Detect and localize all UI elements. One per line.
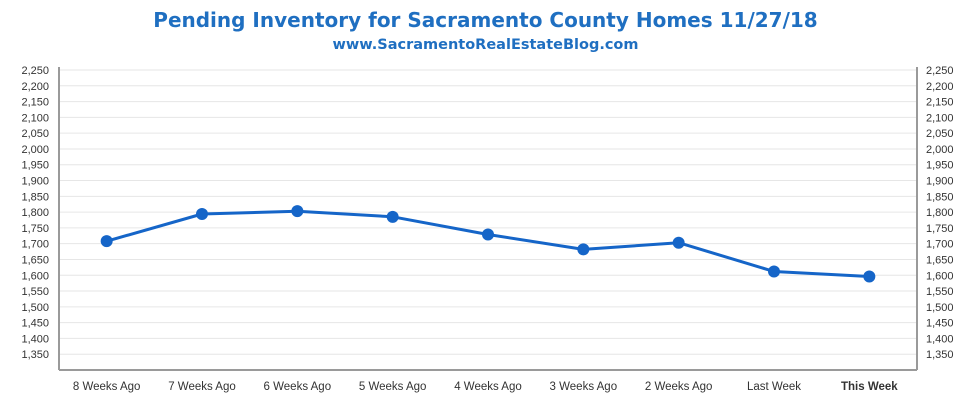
x-tick-label: 3 Weeks Ago	[550, 381, 618, 393]
x-tick-label: 2 Weeks Ago	[645, 381, 713, 393]
x-tick-label: 6 Weeks Ago	[264, 381, 332, 393]
y-tick-label-right: 1,700	[926, 239, 954, 251]
data-point	[386, 210, 399, 223]
data-point	[768, 265, 780, 278]
y-tick-label-right: 2,000	[926, 144, 954, 156]
y-tick-label-left: 1,800	[21, 207, 49, 219]
x-tick-label: 8 Weeks Ago	[73, 381, 141, 393]
y-tick-label-right: 2,150	[926, 97, 954, 109]
y-tick-label-right: 2,250	[926, 65, 954, 77]
x-tick-label: 7 Weeks Ago	[168, 381, 236, 393]
chart-subtitle: www.SacramentoRealEstateBlog.com	[332, 37, 639, 53]
y-tick-label-left: 2,200	[21, 81, 49, 93]
y-tick-label-left: 1,750	[21, 223, 49, 235]
y-tick-label-left: 2,050	[21, 128, 49, 140]
data-point	[196, 208, 208, 220]
y-tick-label-left: 1,650	[21, 254, 49, 266]
y-tick-label-left: 1,900	[21, 176, 49, 188]
y-tick-label-right: 1,400	[926, 333, 954, 345]
y-tick-label-right: 1,350	[926, 349, 954, 361]
y-tick-label-right: 1,850	[926, 191, 954, 203]
y-tick-label-left: 1,600	[21, 270, 49, 282]
x-tick-label: Last Week	[747, 381, 801, 393]
data-point	[482, 228, 494, 241]
data-point	[100, 235, 113, 248]
y-tick-label-right: 1,800	[926, 207, 954, 219]
data-point	[863, 270, 876, 283]
data-point	[672, 236, 685, 249]
y-tick-label-right: 1,650	[926, 254, 954, 266]
y-tick-label-right: 1,750	[926, 223, 954, 235]
data-point	[577, 243, 590, 256]
y-tick-label-right: 1,600	[926, 270, 954, 282]
y-tick-label-right: 2,100	[926, 112, 954, 124]
y-tick-label-right: 1,900	[926, 176, 954, 188]
chart-title: Pending Inventory for Sacramento County …	[153, 8, 818, 32]
x-tick-label: This Week	[841, 381, 898, 393]
x-tick-label: 5 Weeks Ago	[359, 381, 427, 393]
y-tick-label-left: 1,500	[21, 302, 49, 314]
x-tick-label: 4 Weeks Ago	[454, 381, 522, 393]
y-tick-label-right: 1,950	[926, 160, 954, 172]
y-tick-label-right: 1,500	[926, 302, 954, 314]
y-tick-label-left: 1,850	[21, 191, 49, 203]
y-tick-label-left: 1,400	[21, 333, 49, 345]
y-tick-label-left: 1,700	[21, 239, 49, 251]
data-point	[291, 205, 304, 218]
y-tick-label-left: 1,550	[21, 286, 49, 298]
y-tick-label-right: 2,200	[926, 81, 954, 93]
y-tick-label-left: 1,450	[21, 318, 49, 330]
y-tick-label-left: 2,100	[21, 112, 49, 124]
y-tick-label-left: 1,950	[21, 160, 49, 172]
y-tick-label-right: 1,550	[926, 286, 954, 298]
y-tick-label-left: 2,250	[21, 65, 49, 77]
y-tick-label-left: 2,000	[21, 144, 49, 156]
y-tick-label-left: 1,350	[21, 349, 49, 361]
y-tick-label-right: 1,450	[926, 318, 954, 330]
y-tick-label-right: 2,050	[926, 128, 954, 140]
y-tick-label-left: 2,150	[21, 97, 49, 109]
